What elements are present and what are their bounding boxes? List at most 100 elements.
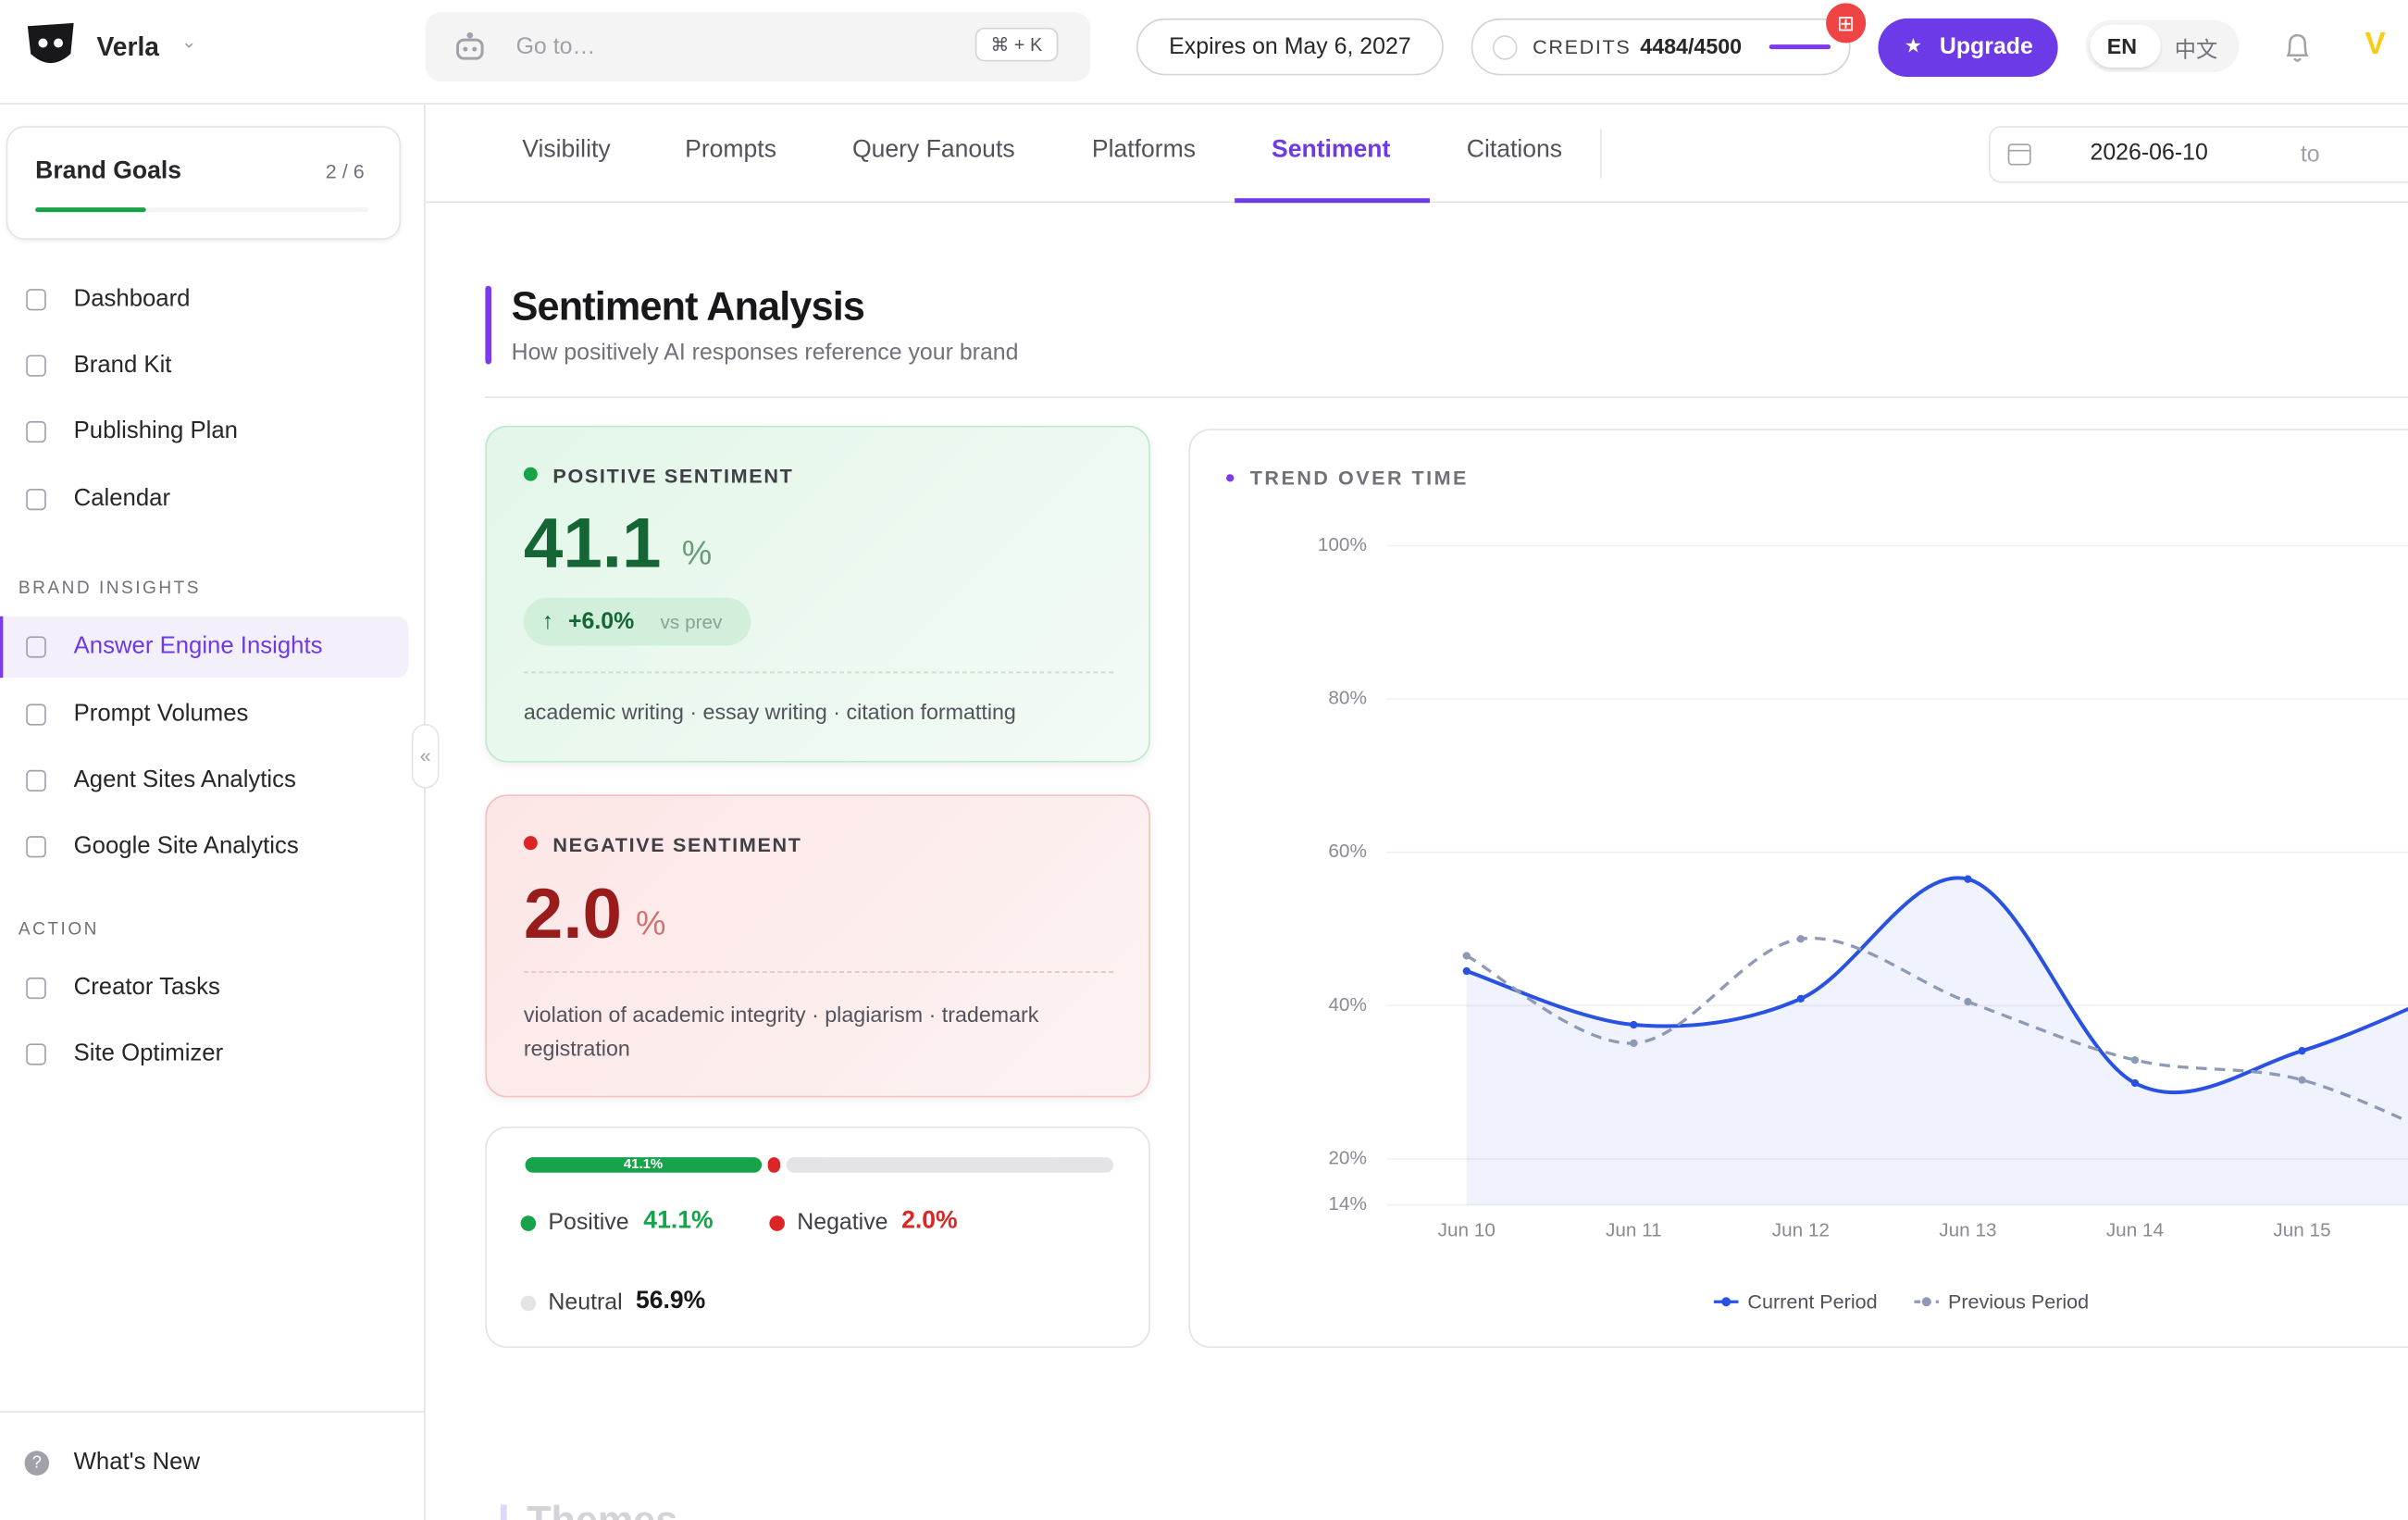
credits-value: 4484/4500 bbox=[1640, 33, 1743, 59]
nav-icon bbox=[26, 289, 46, 311]
nav-item[interactable]: Google Site Analytics bbox=[73, 832, 299, 860]
y-tick-label: 100% bbox=[1318, 534, 1367, 555]
sidebar-border bbox=[424, 103, 426, 1520]
language-en[interactable]: EN bbox=[2106, 33, 2138, 59]
x-tick-label: Jun 11 bbox=[1606, 1219, 1662, 1240]
y-tick-label: 40% bbox=[1328, 994, 1366, 1015]
tab[interactable]: Visibility bbox=[522, 136, 611, 163]
calendar-icon bbox=[2007, 143, 2031, 166]
language-zh[interactable]: 中文 bbox=[2174, 36, 2218, 62]
series-point bbox=[2298, 1076, 2306, 1084]
x-tick-label: Jun 14 bbox=[2106, 1219, 2164, 1240]
legend-value: 2.0% bbox=[901, 1207, 958, 1235]
positive-dot bbox=[523, 467, 538, 481]
tab[interactable]: Prompts bbox=[685, 136, 776, 163]
positive-label: POSITIVE SENTIMENT bbox=[552, 464, 794, 488]
nav-section-title: ACTION bbox=[18, 920, 99, 940]
negative-value: 2.0 bbox=[523, 873, 622, 953]
negative-dot bbox=[523, 836, 538, 851]
whats-new[interactable]: What's New bbox=[73, 1449, 201, 1476]
legend-value: 56.9% bbox=[636, 1288, 706, 1314]
series-point bbox=[1462, 966, 1471, 976]
legend-name: Positive bbox=[548, 1209, 629, 1236]
x-tick-label: Jun 15 bbox=[2273, 1219, 2330, 1240]
chart-title: TREND OVER TIME bbox=[1250, 467, 1469, 490]
series-point bbox=[2130, 1055, 2140, 1065]
change-arrow: ↑ bbox=[541, 608, 554, 635]
gift-icon[interactable]: ⊞ bbox=[1826, 3, 1867, 44]
breakdown-segment bbox=[767, 1157, 780, 1173]
date-range[interactable] bbox=[1988, 126, 2408, 183]
tab-underline bbox=[1235, 198, 1430, 204]
legend-value: 41.1% bbox=[643, 1207, 714, 1235]
series-point bbox=[2298, 1047, 2306, 1055]
y-tick-label: 14% bbox=[1328, 1193, 1366, 1215]
section-rule bbox=[485, 396, 2408, 399]
nav-icon bbox=[26, 836, 46, 858]
nav-icon bbox=[26, 1043, 46, 1065]
upgrade-button[interactable] bbox=[1878, 18, 2058, 78]
top-bar bbox=[0, 0, 2408, 105]
vip-icon[interactable]: V bbox=[2365, 27, 2386, 62]
date-separator: to bbox=[2300, 141, 2320, 168]
section-subtitle: How positively AI responses reference yo… bbox=[511, 339, 1019, 367]
change-value: +6.0% bbox=[567, 608, 635, 635]
heading-accent bbox=[485, 285, 492, 365]
goals-track bbox=[35, 207, 369, 213]
negative-rule bbox=[523, 971, 1114, 973]
expiry-badge: Expires on May 6, 2027 bbox=[1136, 18, 1444, 76]
credits-bar bbox=[1769, 44, 1831, 50]
series-point bbox=[1462, 952, 1471, 960]
chart-title-dot bbox=[1226, 474, 1235, 482]
nav-item[interactable]: Publishing Plan bbox=[73, 417, 238, 444]
nav-icon bbox=[26, 769, 46, 792]
positive-card bbox=[485, 425, 1150, 763]
nav-item[interactable]: Answer Engine Insights bbox=[73, 633, 323, 660]
change-note: vs prev bbox=[660, 611, 723, 634]
nav-active-bg bbox=[0, 616, 409, 679]
nav-item[interactable]: Brand Kit bbox=[73, 352, 172, 379]
goals-title: Brand Goals bbox=[35, 158, 182, 185]
y-tick-label: 80% bbox=[1328, 688, 1366, 709]
negative-topics: violation of academic integrity · plagia… bbox=[523, 1002, 1039, 1061]
breakdown-segment bbox=[525, 1157, 762, 1173]
nav-item[interactable]: Site Optimizer bbox=[73, 1040, 224, 1067]
nav-icon bbox=[26, 355, 46, 377]
goals-card[interactable] bbox=[6, 126, 402, 241]
help-icon: ? bbox=[24, 1451, 50, 1476]
breakdown-bar-label: 41.1% bbox=[623, 1155, 664, 1172]
tab[interactable]: Platforms bbox=[1091, 136, 1197, 163]
credits-ring bbox=[1492, 35, 1518, 60]
date-start: 2026-06-10 bbox=[2090, 140, 2208, 167]
legend-dot bbox=[520, 1215, 537, 1231]
tab[interactable]: Query Fanouts bbox=[851, 136, 1015, 163]
brand-chevron[interactable]: ⌄ bbox=[180, 31, 197, 53]
chart-card bbox=[1188, 429, 2408, 1349]
legend-name: Negative bbox=[797, 1209, 888, 1236]
y-tick-label: 20% bbox=[1328, 1147, 1366, 1168]
nav-item[interactable]: Dashboard bbox=[73, 285, 191, 313]
x-tick-label: Jun 10 bbox=[1438, 1219, 1496, 1240]
search-placeholder: Go to… bbox=[515, 33, 596, 60]
tab[interactable]: Citations bbox=[1466, 136, 1563, 163]
nav-item[interactable]: Prompt Volumes bbox=[73, 701, 249, 728]
series-point bbox=[1964, 998, 1972, 1006]
positive-rule bbox=[523, 671, 1114, 674]
legend-dot bbox=[769, 1215, 785, 1231]
series-point bbox=[1630, 1020, 1638, 1029]
tab[interactable]: Sentiment bbox=[1272, 136, 1391, 163]
positive-value: 41.1 bbox=[523, 502, 662, 583]
next-accent bbox=[500, 1504, 507, 1520]
language-active bbox=[2090, 24, 2161, 69]
bell-icon[interactable] bbox=[2282, 31, 2313, 65]
nav-item[interactable]: Calendar bbox=[73, 485, 171, 512]
nav-item[interactable]: Creator Tasks bbox=[73, 974, 220, 1001]
upgrade-star: ★ bbox=[1904, 33, 1923, 57]
collapse-button[interactable]: « bbox=[411, 723, 440, 789]
nav-active-bar bbox=[0, 616, 4, 679]
nav-item[interactable]: Agent Sites Analytics bbox=[73, 766, 296, 793]
nav-icon bbox=[26, 977, 46, 1000]
